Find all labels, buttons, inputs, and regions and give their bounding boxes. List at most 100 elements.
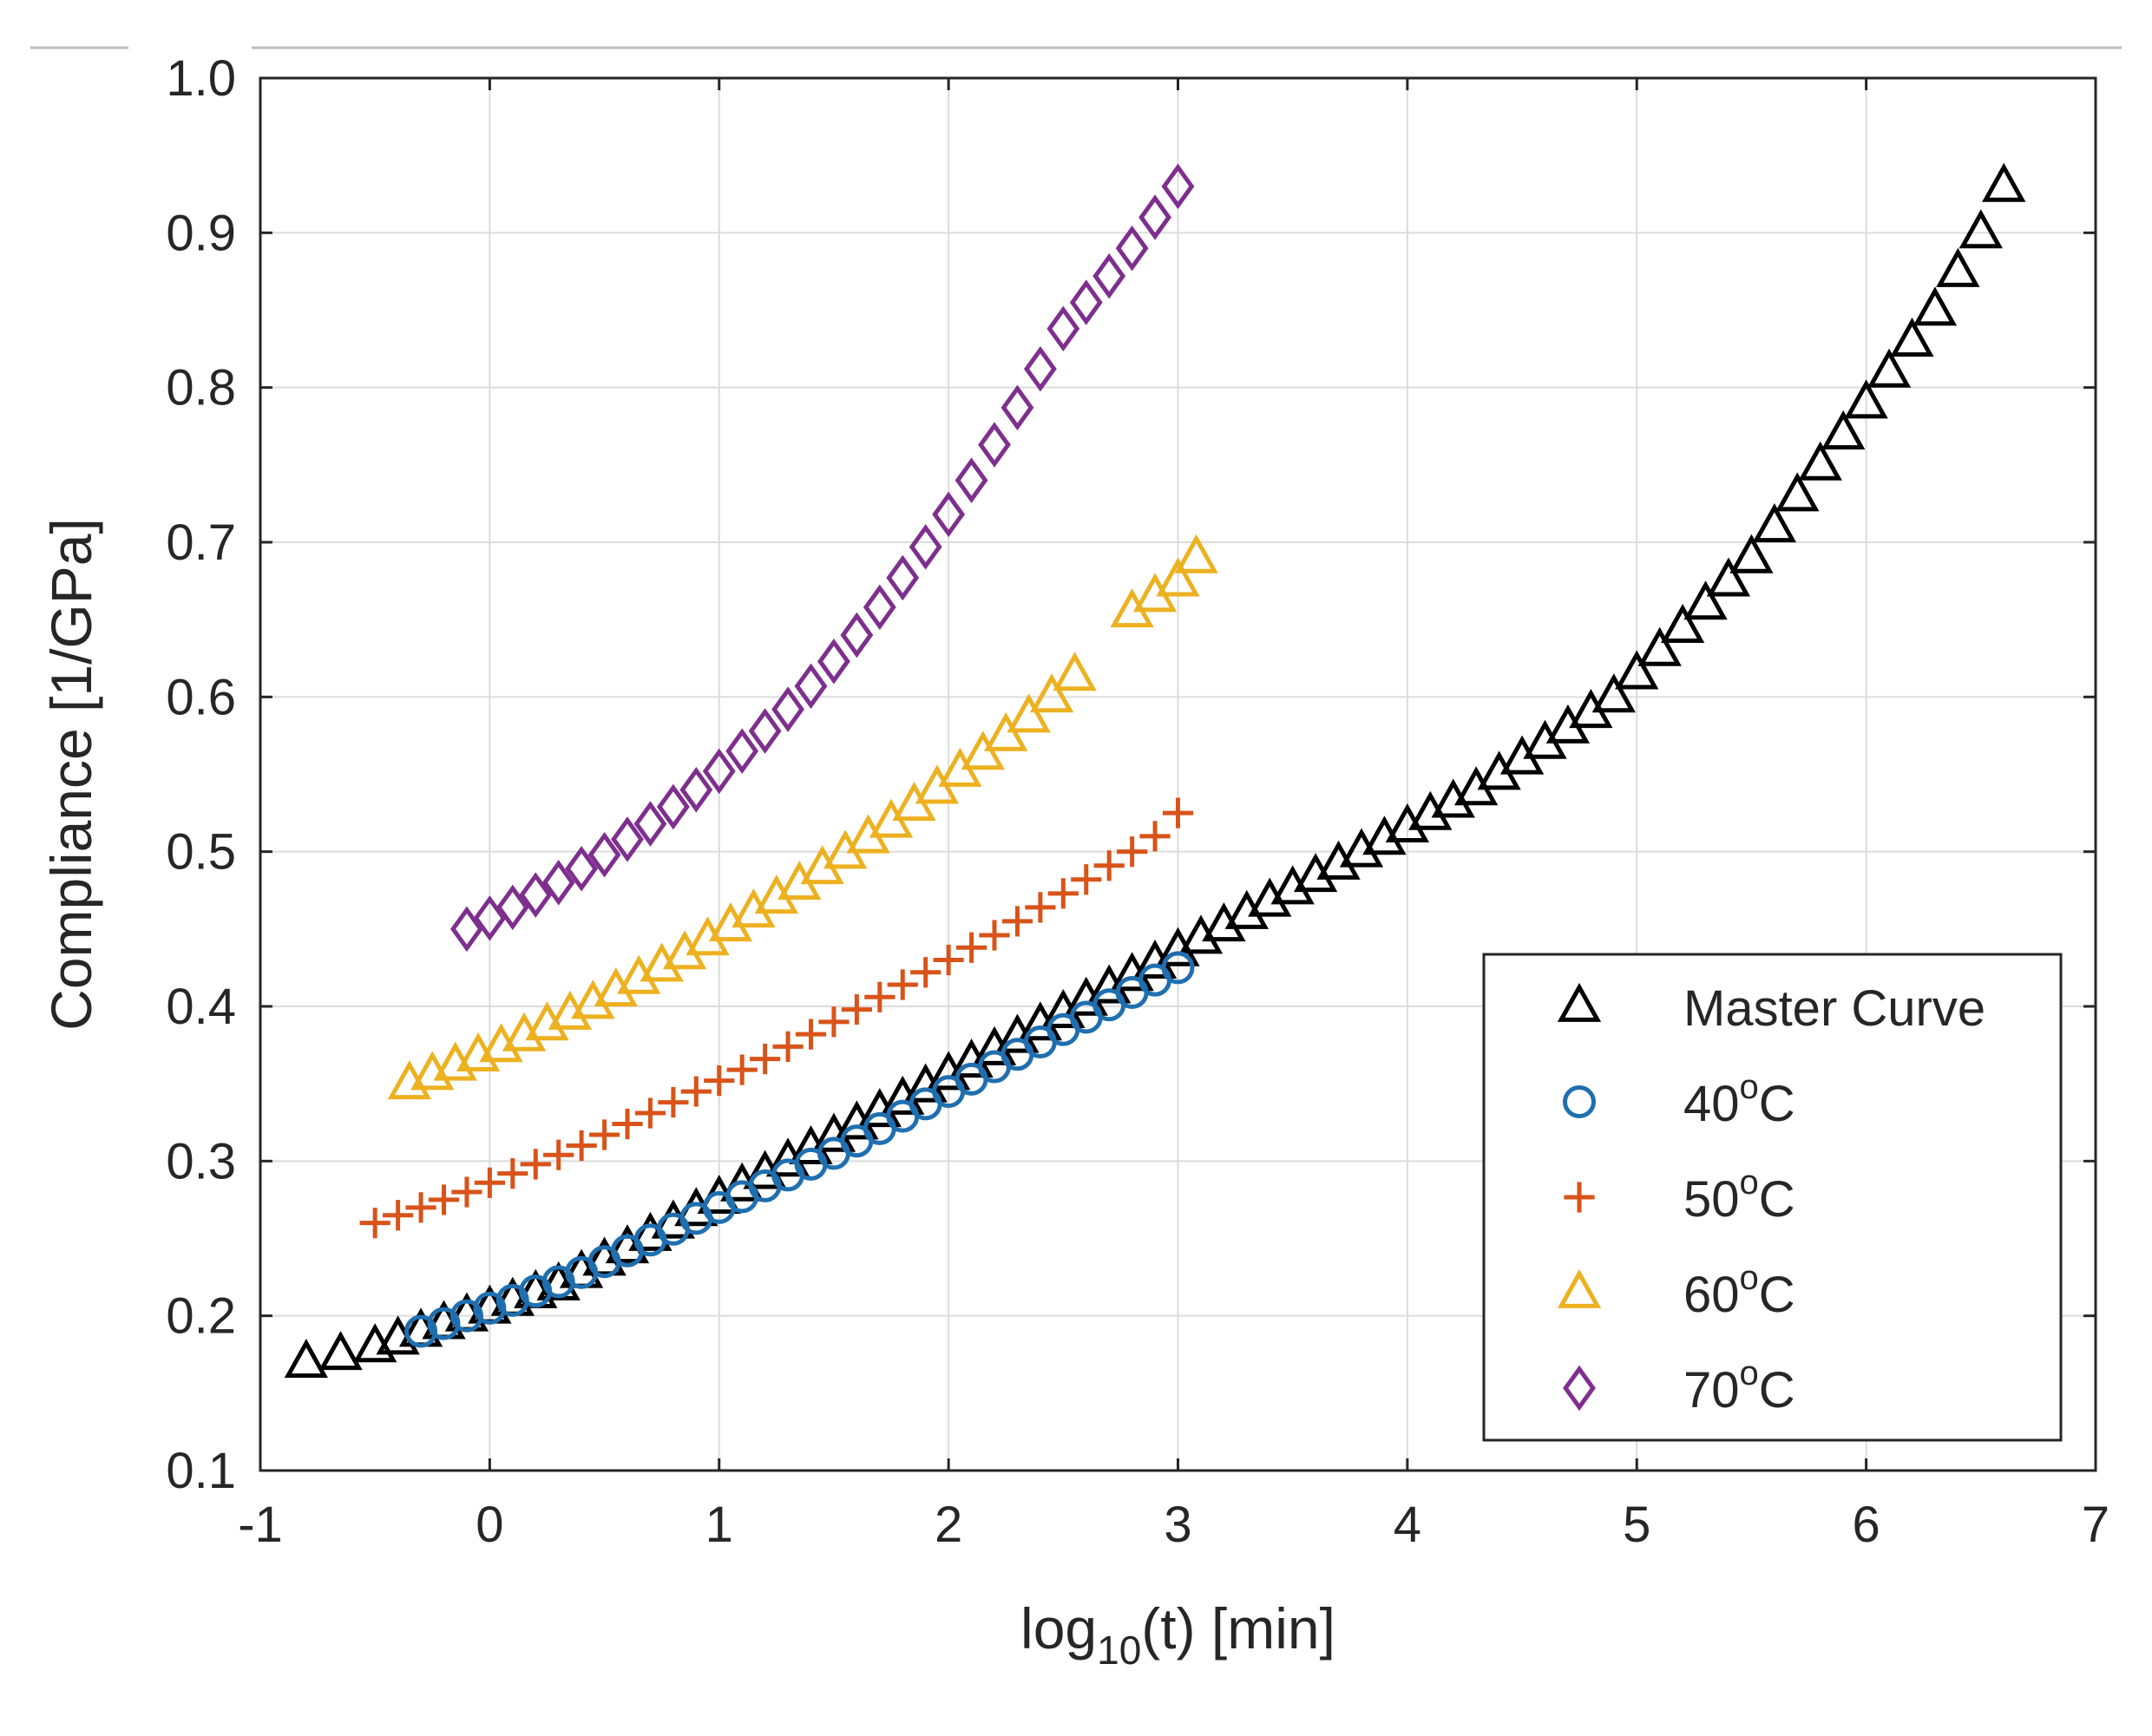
data-point bbox=[1161, 951, 1195, 985]
x-tick-label: 3 bbox=[1164, 1497, 1191, 1553]
data-point bbox=[979, 920, 1010, 951]
data-point bbox=[1069, 279, 1103, 325]
data-point bbox=[405, 1192, 436, 1223]
y-tick-label: 0.5 bbox=[166, 824, 236, 881]
data-point bbox=[520, 1149, 551, 1180]
x-axis-title-rest: (t) [min] bbox=[1141, 1596, 1335, 1661]
data-point bbox=[1092, 252, 1126, 299]
data-point bbox=[634, 1097, 666, 1129]
legend-label-unit: C bbox=[1759, 1362, 1795, 1418]
series-2 bbox=[359, 797, 1194, 1239]
data-point bbox=[1936, 247, 1980, 287]
data-point bbox=[612, 1108, 643, 1140]
series-4 bbox=[450, 163, 1195, 953]
data-point bbox=[754, 875, 799, 914]
series-layer bbox=[284, 162, 2026, 1379]
data-point bbox=[1025, 892, 1056, 923]
data-point bbox=[887, 969, 918, 1000]
legend-label: 40oC bbox=[1683, 1068, 1795, 1132]
data-point bbox=[748, 708, 782, 754]
data-point bbox=[680, 1076, 712, 1107]
y-tick-label: 0.6 bbox=[166, 669, 236, 725]
data-point bbox=[474, 1167, 505, 1198]
legend-marker bbox=[1557, 1268, 1602, 1308]
data-point bbox=[1001, 906, 1033, 937]
data-point bbox=[519, 872, 553, 918]
legend-marker bbox=[1563, 1085, 1596, 1118]
data-point bbox=[449, 1299, 483, 1333]
data-point bbox=[704, 1065, 735, 1097]
data-point bbox=[750, 1044, 781, 1075]
data-point bbox=[1798, 441, 1842, 481]
data-point bbox=[633, 801, 667, 847]
data-point bbox=[1729, 534, 1774, 573]
data-point bbox=[658, 1086, 689, 1118]
data-point bbox=[1890, 318, 1934, 357]
data-point bbox=[284, 1339, 329, 1379]
data-point bbox=[955, 932, 987, 963]
data-point bbox=[1706, 557, 1751, 597]
data-point bbox=[679, 767, 713, 813]
x-tick-label: 4 bbox=[1394, 1497, 1421, 1553]
data-point bbox=[565, 846, 599, 892]
data-point bbox=[1001, 384, 1034, 431]
data-point bbox=[543, 1139, 574, 1170]
data-point bbox=[841, 993, 872, 1025]
data-point bbox=[1683, 580, 1728, 620]
x-tick-label: 5 bbox=[1623, 1497, 1650, 1553]
data-point bbox=[961, 730, 1005, 770]
x-tick-label: 0 bbox=[476, 1497, 503, 1553]
x-tick-label: 6 bbox=[1852, 1497, 1880, 1553]
data-point bbox=[1821, 410, 1866, 450]
data-point bbox=[910, 957, 942, 988]
data-point bbox=[1161, 163, 1195, 210]
data-point bbox=[353, 1323, 397, 1363]
legend-label-degree: o bbox=[1740, 1354, 1759, 1392]
data-point bbox=[656, 783, 690, 830]
legend-label: 50oC bbox=[1683, 1163, 1795, 1228]
legend-label-main: Master Curve bbox=[1683, 980, 1985, 1037]
data-point bbox=[1117, 836, 1148, 868]
data-point bbox=[817, 639, 850, 685]
data-point bbox=[978, 422, 1011, 468]
data-point bbox=[726, 1054, 758, 1085]
data-point bbox=[359, 1208, 390, 1239]
data-point bbox=[1615, 650, 1659, 690]
data-point bbox=[932, 491, 966, 538]
series-1 bbox=[404, 951, 1195, 1348]
data-point bbox=[725, 728, 759, 775]
data-point bbox=[864, 981, 896, 1012]
data-point bbox=[1053, 652, 1097, 691]
data-point bbox=[1775, 472, 1820, 512]
data-point bbox=[772, 1031, 804, 1062]
legend-label: Master Curve bbox=[1683, 980, 1985, 1037]
tick-labels: -1 0 1 2 3 4 5 6 7 0.1 0.2 0.3 0.4 0.5 0.6 0.7 0.8 0.9 1.0 bbox=[166, 50, 2109, 1553]
y-tick-label: 0.7 bbox=[166, 514, 236, 571]
data-point bbox=[473, 895, 507, 941]
data-point bbox=[497, 1158, 528, 1189]
data-point bbox=[1752, 503, 1797, 543]
x-tick-label: 1 bbox=[705, 1497, 733, 1553]
data-point bbox=[427, 1307, 461, 1340]
data-point bbox=[1844, 379, 1888, 419]
data-point bbox=[566, 1130, 597, 1162]
data-point bbox=[587, 831, 621, 878]
legend-label-unit: C bbox=[1759, 1076, 1795, 1132]
data-point bbox=[955, 457, 988, 503]
data-point bbox=[1913, 286, 1958, 326]
data-point bbox=[795, 1019, 827, 1050]
data-point bbox=[404, 1314, 438, 1348]
data-point bbox=[702, 748, 736, 795]
y-tick-label: 0.9 bbox=[166, 205, 236, 261]
legend-label: 70oC bbox=[1683, 1354, 1795, 1418]
data-point bbox=[771, 686, 804, 732]
data-point bbox=[428, 1184, 460, 1215]
data-point bbox=[1071, 864, 1102, 895]
legend-label-degree: o bbox=[1740, 1163, 1759, 1202]
y-tick-label: 1.0 bbox=[166, 50, 236, 107]
data-point bbox=[383, 1200, 414, 1231]
data-point bbox=[886, 554, 920, 601]
legend-label-degree: o bbox=[1740, 1068, 1759, 1106]
data-point bbox=[450, 906, 483, 953]
